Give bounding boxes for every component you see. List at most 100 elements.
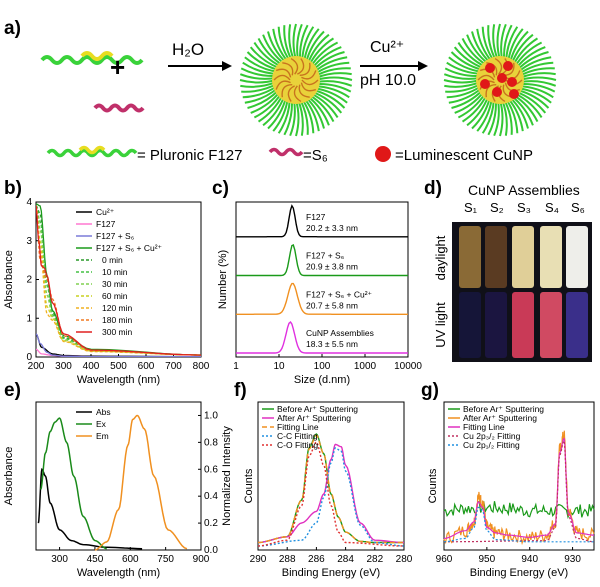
- legend-label: 10 min: [102, 267, 128, 277]
- series-value: 20.2 ± 3.3 nm: [306, 223, 358, 233]
- legend-label: Abs: [96, 407, 111, 417]
- vial-daylight: [512, 226, 534, 288]
- micelle-core-chain: [300, 82, 317, 92]
- micelle-core-chain: [301, 79, 319, 86]
- x-tick-label: 282: [366, 554, 383, 565]
- vial-daylight: [540, 226, 562, 288]
- y-tick-label: 3: [26, 236, 32, 247]
- micelle-corona-chain: [295, 99, 300, 137]
- y-axis-label: Counts: [427, 468, 439, 503]
- sample-label: S₁: [464, 200, 478, 215]
- series-line: [257, 441, 405, 547]
- x-tick-label: 290: [250, 554, 267, 565]
- micelle-corona-chain: [519, 76, 557, 81]
- vial-daylight: [459, 226, 481, 288]
- micelle-core-chain: [299, 62, 311, 77]
- y2-tick-label: 0.0: [204, 545, 218, 556]
- y2-tick-label: 1.0: [204, 410, 218, 421]
- micelle-f127-s6: [239, 23, 353, 137]
- series-line: [36, 205, 201, 356]
- series-line: [36, 203, 201, 356]
- y-tick-label: 1: [26, 313, 32, 324]
- vial-uv: [540, 292, 562, 358]
- legend-label: Fitting Line: [463, 422, 505, 432]
- x-tick-label: 930: [564, 554, 581, 565]
- x-tick-label: 1000: [354, 361, 377, 372]
- legend-label: F127: [96, 219, 116, 229]
- y-axis-label: Counts: [243, 468, 255, 503]
- vial-uv: [485, 292, 507, 358]
- plot-frame: [443, 401, 595, 551]
- micelle-core-chain: [298, 84, 310, 98]
- row-label-uv: UV light: [433, 302, 448, 348]
- x-tick-label: 500: [110, 361, 127, 372]
- micelle-corona-chain: [499, 99, 504, 137]
- micelle-core: [272, 56, 320, 104]
- x-tick-label: 286: [308, 554, 325, 565]
- step2-ion-label: Cu²⁺: [370, 39, 404, 56]
- legend-label: 180 min: [102, 315, 133, 325]
- size-distribution-line: [236, 320, 408, 354]
- series-line: [94, 414, 188, 551]
- panel-label-e: e): [4, 380, 21, 401]
- series-name: F127 + S₆ + Cu²⁺: [306, 289, 373, 299]
- micelle-corona-chain: [239, 79, 277, 84]
- y-axis-label: Number (%): [217, 250, 229, 309]
- micelle-core-chain: [486, 62, 498, 76]
- sample-label: S₃: [517, 200, 531, 215]
- panel-label-d: d): [424, 178, 442, 199]
- legend-label: 30 min: [102, 279, 128, 289]
- legend-cunp-label: =Luminescent CuNP: [395, 147, 533, 164]
- legend-label: Fitting Line: [277, 422, 319, 432]
- cunp-dot: [497, 73, 507, 83]
- plus-sign: +: [110, 52, 125, 82]
- legend-label: After Ar⁺ Sputtering: [463, 413, 537, 423]
- legend-label: F127 + S₆: [96, 231, 134, 241]
- x-axis-label: Binding Energy (eV): [470, 567, 568, 579]
- legend-s6-label: =S₆: [303, 147, 328, 164]
- x-tick-label: 600: [138, 361, 155, 372]
- series-line: [444, 439, 595, 543]
- series-line: [36, 333, 201, 357]
- row-label-daylight: daylight: [433, 235, 448, 280]
- micelle-corona-chain: [292, 23, 297, 61]
- series-line: [36, 205, 201, 356]
- panel-label-g: g): [421, 380, 439, 401]
- panel-d-title: CuNP Assemblies: [468, 182, 580, 198]
- x-tick-label: 200: [28, 361, 45, 372]
- micelle-core-chain: [297, 58, 305, 75]
- legend-label: C-C Fitting: [277, 431, 318, 441]
- x-axis-label: Wavelength (nm): [77, 374, 160, 386]
- size-distribution-line: [236, 282, 408, 315]
- x-axis-label: Wavelength (nm): [77, 567, 160, 579]
- x-tick-label: 900: [193, 554, 210, 565]
- micelle-core-chain: [287, 85, 295, 102]
- x-axis-label: Binding Energy (eV): [282, 567, 380, 579]
- x-tick-label: 100: [314, 361, 331, 372]
- series-line: [37, 467, 143, 550]
- legend-label: Before Ar⁺ Sputtering: [277, 404, 358, 414]
- y-tick-label: 2: [26, 275, 32, 286]
- series-name: F127 + S₆: [306, 251, 344, 261]
- micelle-core-chain: [477, 74, 495, 81]
- vial-daylight: [566, 226, 588, 288]
- series-value: 18.3 ± 5.5 nm: [306, 339, 358, 349]
- cunp-dot: [485, 63, 495, 73]
- y2-tick-label: 0.6: [204, 464, 218, 475]
- chart-b-absorbance: 200 300 400 500 600 700 800 0 1 2 3 4 Wavelength (nm…: [3, 197, 210, 386]
- x-tick-label: 288: [279, 554, 296, 565]
- micelle-core-chain: [290, 57, 299, 75]
- legend-label: Cu 2p₃/₂ Fitting: [463, 431, 521, 441]
- series-line: [39, 417, 107, 550]
- micelle-corona-chain: [496, 23, 501, 61]
- micelle-core-chain: [293, 85, 302, 103]
- vial-uv: [459, 292, 481, 358]
- micelle-core-chain: [301, 70, 317, 80]
- legend-label: Ex: [96, 419, 107, 429]
- x-tick-label: 940: [521, 554, 538, 565]
- chart-c-dls-size: 1 10 100 1000 10000 Size (d.nm) Number (%) F127…: [217, 201, 422, 386]
- x-tick-label: 960: [436, 554, 453, 565]
- series-line: [257, 433, 404, 544]
- series-value: 20.9 ± 3.8 nm: [306, 262, 358, 272]
